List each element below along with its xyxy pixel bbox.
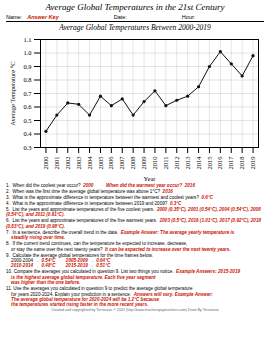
svg-text:2004: 2004: [86, 156, 93, 170]
svg-text:1.0: 1.0: [23, 49, 31, 56]
html-text:8. If the current trend contin: 8. If the current trend continues, can t…: [6, 241, 231, 252]
svg-text:2017: 2017: [227, 156, 234, 170]
svg-text:2011: 2011: [162, 157, 169, 170]
svg-text:1.1: 1.1: [23, 36, 31, 43]
svg-text:2016: 2016: [216, 156, 223, 170]
html-text:6. List the years and approxim: 6. List the years and approximate temper…: [6, 218, 263, 229]
html-text:Answer Key: Answer Key: [27, 14, 59, 20]
html-text:11. Use the averages you calcu: 11. Use the averages you calculated in q…: [6, 286, 213, 308]
html-text:Hour:: Hour:: [181, 14, 196, 20]
svg-text:2009: 2009: [140, 157, 147, 170]
html-text:3. What is the approximate dif: 3. What is the approximate difference in…: [6, 195, 214, 200]
svg-text:Average Temperature °C: Average Temperature °C: [9, 61, 16, 125]
svg-text:2001: 2001: [53, 157, 60, 170]
svg-text:2007: 2007: [118, 156, 125, 170]
svg-text:2003: 2003: [75, 157, 82, 170]
html-text:10. Compare the averages you c: 10. Compare the averages you calculated …: [6, 269, 240, 286]
html-text:5. List the years and approxim: 5. List the years and approximate temper…: [6, 207, 262, 218]
svg-text:0.3: 0.3: [23, 144, 31, 151]
svg-text:2002: 2002: [64, 157, 71, 170]
svg-text:2005: 2005: [97, 157, 104, 170]
svg-text:2008: 2008: [129, 157, 136, 170]
svg-text:2019: 2019: [249, 157, 256, 170]
html-text:Created and copyrighted by Ter: Created and copyrighted by Terranova © 2…: [51, 308, 219, 313]
svg-text:2012: 2012: [173, 157, 180, 170]
svg-text:0.7: 0.7: [23, 90, 32, 97]
html-text:7. In a sentence, describe the: 7. In a sentence, describe the overall t…: [6, 229, 235, 241]
html-text:4. What is the approximate dif: 4. What is the approximate difference in…: [6, 201, 182, 206]
svg-text:0.4: 0.4: [23, 130, 32, 137]
svg-text:2010: 2010: [151, 157, 158, 170]
svg-text:0.8: 0.8: [23, 76, 31, 83]
svg-text:0.6: 0.6: [23, 103, 32, 110]
html-text:Average Global Temperatures Be: Average Global Temperatures Between 2000…: [59, 23, 211, 32]
svg-text:2018: 2018: [238, 157, 245, 170]
html-text:9. Calculate the average globa: 9. Calculate the average global temperat…: [6, 252, 153, 269]
svg-text:0.5: 0.5: [23, 117, 31, 124]
svg-text:2014: 2014: [195, 156, 202, 170]
html-text:2. When was the first time the: 2. When was the first time the average g…: [6, 189, 173, 194]
svg-text:2000: 2000: [42, 157, 49, 170]
svg-text:Year: Year: [144, 175, 157, 182]
html-text:1. When did the coolest year o: 1. When did the coolest year occur? 2000…: [6, 183, 195, 188]
svg-text:2006: 2006: [107, 156, 114, 170]
html-text:Name:: Name:: [6, 14, 23, 20]
svg-text:2013: 2013: [184, 157, 191, 170]
svg-text:0.9: 0.9: [23, 63, 31, 70]
svg-text:2015: 2015: [206, 157, 213, 170]
html-text:Average Global Temperatures in: Average Global Temperatures in the 21st …: [45, 2, 225, 12]
html-text:Date:: Date:: [113, 14, 127, 20]
